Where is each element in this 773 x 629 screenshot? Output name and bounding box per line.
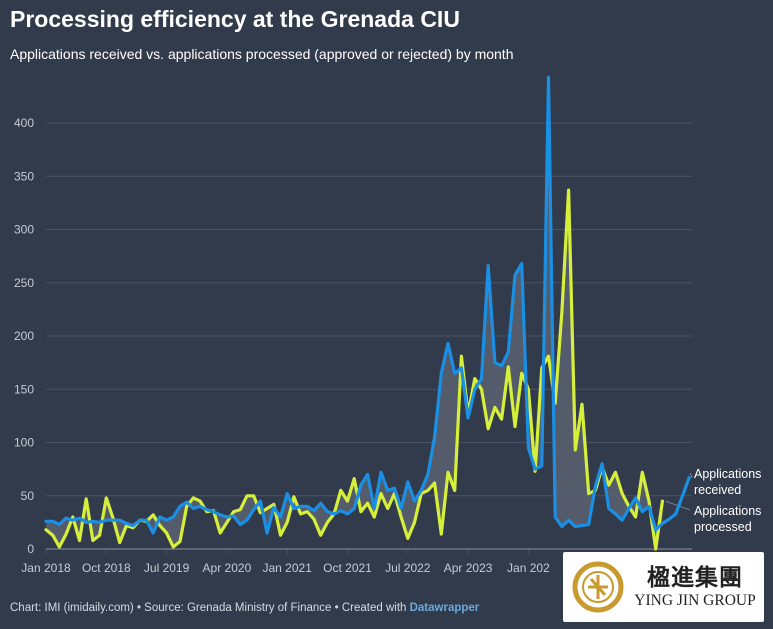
series-label-connector xyxy=(689,472,693,478)
x-tick-label: Jan 2021 xyxy=(263,561,313,575)
y-tick-label: 50 xyxy=(21,489,35,503)
received-series-label: Applications xyxy=(694,467,761,481)
processed-line xyxy=(44,188,664,551)
x-tick-label: Oct 2021 xyxy=(323,561,372,575)
y-tick-label: 0 xyxy=(27,542,34,556)
y-tick-label: 300 xyxy=(14,223,34,237)
y-tick-label: 350 xyxy=(14,169,34,183)
received-line xyxy=(44,75,691,535)
received-series-label: received xyxy=(694,483,741,497)
processed-series-label: Applications xyxy=(694,504,761,518)
line-chart: 0 50 100 150 200 250 300 350 400 Jan 2018 Oct 2018… xyxy=(14,75,761,575)
processed-series-label: processed xyxy=(694,520,752,534)
y-tick-label: 250 xyxy=(14,276,34,290)
chart-subtitle: Applications received vs. applications p… xyxy=(10,46,514,62)
y-tick-label: 150 xyxy=(14,382,34,396)
x-tick-label: Oct 2018 xyxy=(82,561,131,575)
logo-english-text: YING JIN GROUP xyxy=(634,592,756,609)
y-tick-label: 100 xyxy=(14,436,34,450)
datawrapper-link[interactable]: Datawrapper xyxy=(409,602,480,614)
chart-footer: Chart: IMI (imidaily.com) • Source: Gren… xyxy=(10,602,479,614)
y-tick-label: 200 xyxy=(14,329,34,343)
x-tick-label: Apr 2023 xyxy=(444,561,493,575)
x-tick-label: Apr 2020 xyxy=(203,561,252,575)
footer-credit: Chart: IMI (imidaily.com) • Source: Gren… xyxy=(10,602,410,614)
axis-labels: 0 50 100 150 200 250 300 350 400 Jan 2018 Oct 2018… xyxy=(14,116,761,575)
x-tick-label: Jan 2018 xyxy=(21,561,71,575)
logo-chinese-text: 楹進集團 xyxy=(647,564,743,591)
chart-title: Processing efficiency at the Grenada CIU xyxy=(10,6,460,32)
series-lines xyxy=(44,75,691,551)
x-tick-label: Jan 202 xyxy=(507,561,550,575)
y-tick-label: 400 xyxy=(14,116,34,130)
x-tick-label: Jul 2019 xyxy=(144,561,190,575)
ying-jin-watermark: 楹進集團 YING JIN GROUP xyxy=(563,552,764,622)
x-tick-label: Jul 2022 xyxy=(385,561,431,575)
ying-jin-logo-icon xyxy=(572,561,624,613)
